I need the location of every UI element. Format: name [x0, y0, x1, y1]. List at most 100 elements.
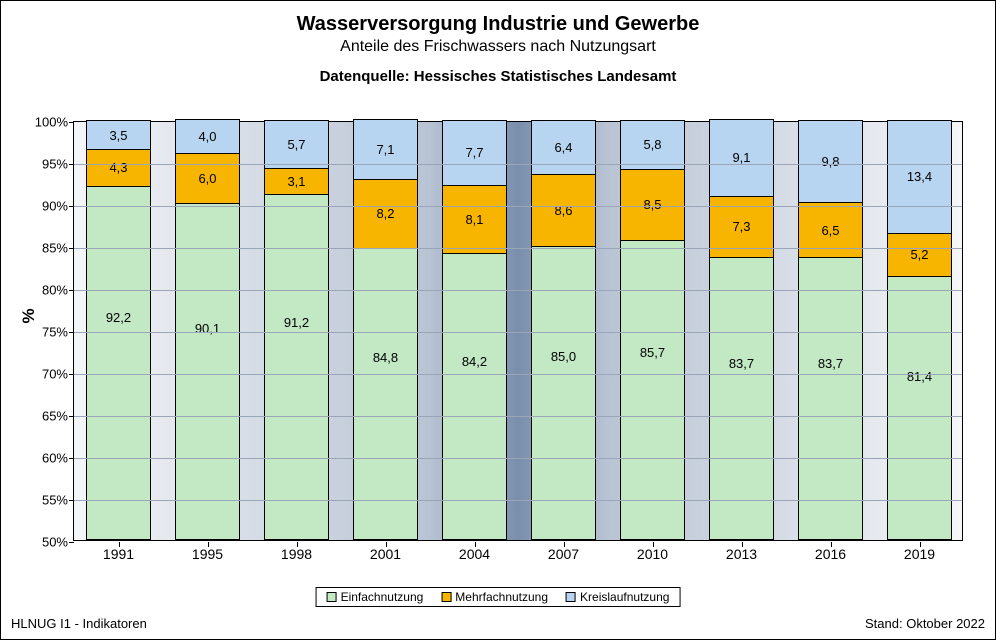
x-tick-label: 1995	[192, 546, 223, 562]
bar-value-label: 3,1	[287, 174, 305, 189]
bar-segment-mehrfach: 8,6	[531, 174, 595, 246]
x-tick-mark	[475, 542, 476, 547]
x-tick-label: 2019	[904, 546, 935, 562]
bar-group: 91,2 3,1 5,7	[264, 120, 328, 540]
chart-title-sub: Anteile des Frischwassers nach Nutzungsa…	[1, 38, 995, 56]
bar-value-label: 83,7	[818, 356, 843, 371]
y-tick-mark	[69, 500, 74, 501]
x-tick-mark	[208, 542, 209, 547]
bar-value-label: 8,2	[376, 206, 394, 221]
bar-segment-kreislauf: 9,1	[709, 119, 773, 195]
y-tick-label: 95%	[42, 157, 68, 172]
bar-segment-einfach: 84,2	[442, 253, 506, 540]
y-tick-label: 60%	[42, 451, 68, 466]
bar-value-label: 6,5	[821, 223, 839, 238]
gridline	[74, 374, 962, 375]
legend-swatch	[327, 592, 337, 602]
y-tick-mark	[69, 542, 74, 543]
legend-item: Mehrfachnutzung	[441, 590, 548, 604]
bar-value-label: 90,1	[195, 321, 220, 336]
gridline	[74, 164, 962, 165]
y-tick-mark	[69, 458, 74, 459]
bar-value-label: 3,5	[109, 128, 127, 143]
footer-right: Stand: Oktober 2022	[865, 616, 985, 631]
bar-segment-mehrfach: 6,0	[175, 153, 239, 203]
legend-swatch	[441, 592, 451, 602]
y-tick-label: 80%	[42, 283, 68, 298]
bar-value-label: 9,8	[821, 154, 839, 169]
gridline	[74, 332, 962, 333]
bar-group: 83,7 6,5 9,8	[798, 120, 862, 540]
x-tick-mark	[297, 542, 298, 547]
bar-group: 85,7 8,5 5,8	[620, 120, 684, 540]
y-tick-mark	[69, 416, 74, 417]
bar-value-label: 4,0	[198, 129, 216, 144]
plot-area: 92,2 4,3 3,5 90,1 6,0 4,0 91,2 3,1 5,7 84,8 8,2 7,1…	[73, 121, 963, 541]
bar-segment-einfach: 92,2	[86, 186, 150, 540]
bar-value-label: 7,7	[465, 145, 483, 160]
x-tick-mark	[564, 542, 565, 547]
y-tick-label: 85%	[42, 241, 68, 256]
bar-segment-mehrfach: 8,2	[353, 179, 417, 248]
bar-value-label: 8,5	[643, 197, 661, 212]
bar-value-label: 85,7	[640, 345, 665, 360]
y-tick-mark	[69, 122, 74, 123]
bar-value-label: 81,4	[907, 369, 932, 384]
legend: Einfachnutzung Mehrfachnutzung Kreislaufnu…	[316, 587, 681, 607]
x-tick-label: 2001	[370, 546, 401, 562]
bar-segment-mehrfach: 5,2	[887, 233, 951, 277]
x-tick-mark	[920, 542, 921, 547]
bar-value-label: 5,7	[287, 137, 305, 152]
bar-value-label: 84,8	[373, 350, 398, 365]
bar-segment-mehrfach: 8,1	[442, 185, 506, 253]
bars-layer: 92,2 4,3 3,5 90,1 6,0 4,0 91,2 3,1 5,7 84,8 8,2 7,1…	[74, 122, 962, 540]
legend-item: Einfachnutzung	[327, 590, 424, 604]
legend-item: Kreislaufnutzung	[566, 590, 669, 604]
bar-value-label: 13,4	[907, 169, 932, 184]
chart-container: Wasserversorgung Industrie und Gewerbe A…	[0, 0, 996, 640]
legend-swatch	[566, 592, 576, 602]
bar-segment-mehrfach: 3,1	[264, 168, 328, 194]
bar-value-label: 84,2	[462, 354, 487, 369]
legend-label: Kreislaufnutzung	[580, 590, 669, 604]
bar-value-label: 5,2	[910, 247, 928, 262]
y-tick-label: 90%	[42, 199, 68, 214]
bar-value-label: 7,3	[732, 219, 750, 234]
bar-segment-kreislauf: 5,8	[620, 120, 684, 169]
y-tick-mark	[69, 332, 74, 333]
x-tick-label: 2010	[637, 546, 668, 562]
y-tick-mark	[69, 248, 74, 249]
y-tick-label: 65%	[42, 409, 68, 424]
x-tick-mark	[831, 542, 832, 547]
bar-segment-einfach: 83,7	[709, 257, 773, 540]
bar-segment-einfach: 83,7	[798, 257, 862, 540]
x-tick-label: 1991	[103, 546, 134, 562]
bar-value-label: 7,1	[376, 142, 394, 157]
chart-title-main: Wasserversorgung Industrie und Gewerbe	[1, 13, 995, 36]
bar-segment-einfach: 91,2	[264, 194, 328, 540]
y-tick-mark	[69, 164, 74, 165]
x-tick-mark	[742, 542, 743, 547]
bar-value-label: 4,3	[109, 160, 127, 175]
gridline	[74, 248, 962, 249]
x-tick-label: 1998	[281, 546, 312, 562]
chart-title-source: Datenquelle: Hessisches Statistisches La…	[1, 68, 995, 85]
gridline	[74, 416, 962, 417]
legend-label: Mehrfachnutzung	[455, 590, 548, 604]
y-tick-mark	[69, 374, 74, 375]
gridline	[74, 290, 962, 291]
y-tick-label: 75%	[42, 325, 68, 340]
bar-segment-mehrfach: 8,5	[620, 169, 684, 240]
bar-group: 85,08,66,4	[531, 120, 595, 540]
bar-group: 92,2 4,3 3,5	[86, 120, 150, 540]
y-tick-label: 55%	[42, 493, 68, 508]
y-tick-label: 100%	[35, 115, 68, 130]
bar-value-label: 83,7	[729, 356, 754, 371]
y-tick-label: 50%	[42, 535, 68, 550]
y-tick-mark	[69, 206, 74, 207]
bar-value-label: 6,0	[198, 171, 216, 186]
x-tick-label: 2013	[726, 546, 757, 562]
bar-group: 83,7 7,3 9,1	[709, 119, 773, 540]
bar-group: 90,1 6,0 4,0	[175, 119, 239, 540]
x-tick-label: 2007	[548, 546, 579, 562]
